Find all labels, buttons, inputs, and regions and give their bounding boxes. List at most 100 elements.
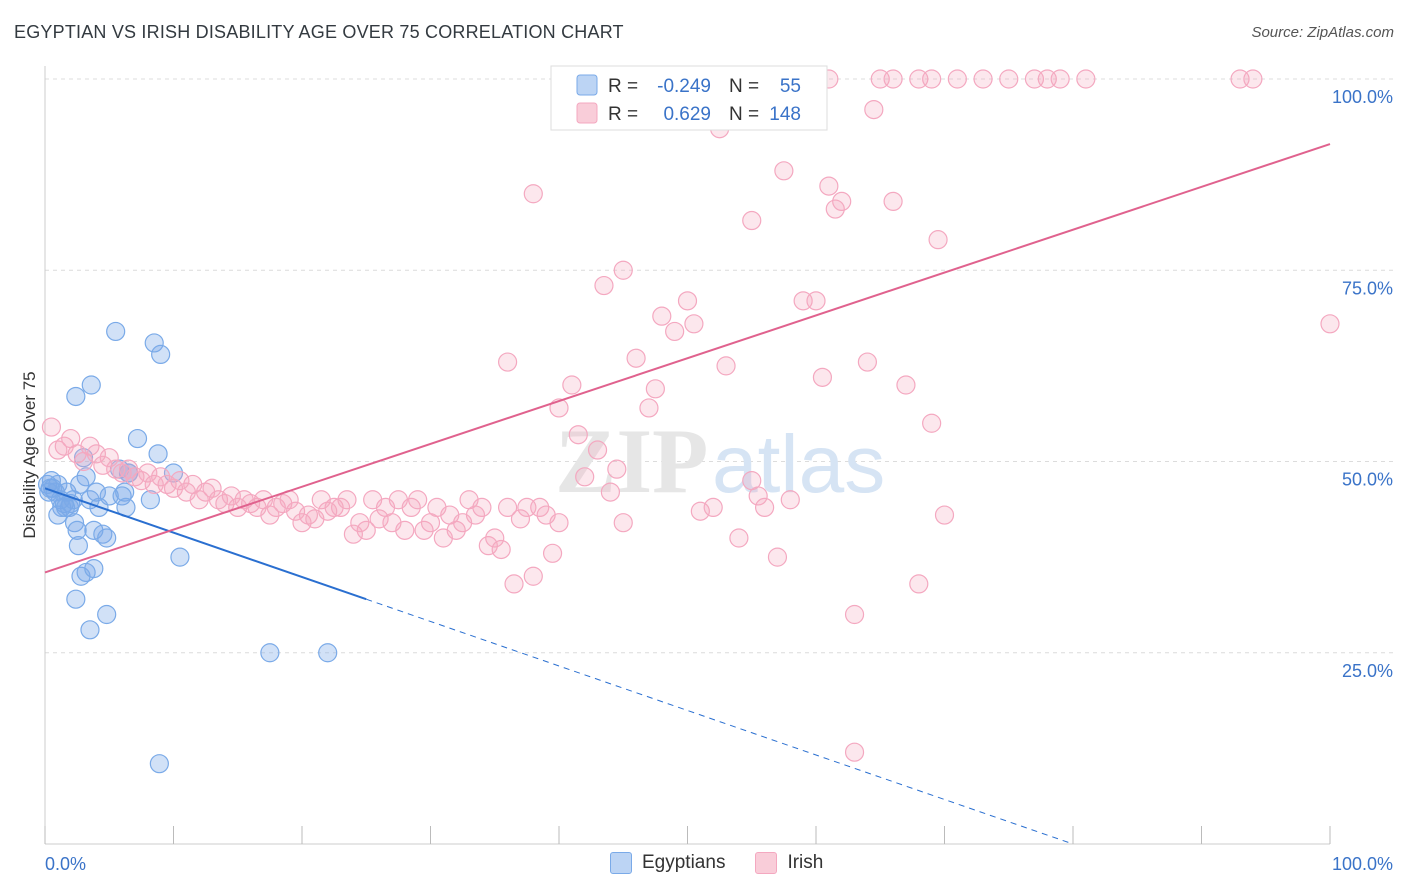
point-egyptians	[260, 643, 280, 663]
stats-r-label: R =	[608, 104, 638, 125]
point-irish	[806, 291, 826, 311]
point-irish	[498, 497, 518, 517]
stats-n-value: 148	[769, 104, 801, 125]
point-irish	[369, 509, 389, 529]
stats-n-label: N =	[729, 104, 759, 125]
legend-label-egyptians: Egyptians	[642, 852, 726, 873]
point-irish	[864, 99, 884, 120]
point-irish	[607, 459, 627, 479]
stats-r-value: 0.629	[663, 104, 711, 125]
point-irish	[189, 490, 209, 510]
point-irish	[922, 413, 942, 433]
point-irish	[909, 574, 929, 594]
point-irish	[780, 490, 800, 510]
point-egyptians	[86, 482, 107, 502]
stats-r-value: -0.249	[657, 76, 711, 97]
point-irish	[883, 69, 903, 89]
y-tick-label: 75.0%	[1342, 278, 1393, 298]
point-irish	[523, 566, 543, 586]
point-egyptians	[318, 643, 338, 663]
point-irish	[999, 69, 1019, 89]
point-irish	[138, 463, 158, 483]
point-irish	[131, 471, 151, 491]
point-irish	[690, 501, 710, 521]
stats-swatch-irish	[576, 102, 598, 124]
point-irish	[922, 69, 942, 89]
point-irish	[703, 497, 723, 517]
point-egyptians	[97, 604, 117, 625]
point-irish	[41, 417, 62, 437]
point-irish	[844, 742, 865, 762]
point-irish	[857, 352, 878, 372]
point-irish	[163, 478, 184, 498]
point-irish	[613, 260, 633, 280]
point-egyptians	[81, 375, 101, 395]
point-egyptians	[106, 321, 126, 342]
point-irish	[343, 524, 363, 544]
point-irish	[1050, 69, 1070, 89]
point-irish	[485, 528, 505, 548]
point-egyptians	[40, 478, 60, 498]
point-irish	[350, 513, 370, 533]
point-egyptians	[76, 467, 96, 487]
point-egyptians	[149, 754, 169, 774]
point-irish	[542, 543, 563, 563]
point-irish	[401, 497, 421, 517]
point-irish	[934, 505, 955, 525]
point-irish	[504, 574, 524, 594]
point-irish	[844, 604, 865, 625]
point-irish	[472, 497, 492, 517]
x-tick-label: 100.0%	[1332, 854, 1393, 874]
stats-n-label: N =	[729, 76, 759, 97]
point-irish	[408, 490, 428, 510]
point-irish	[260, 505, 280, 525]
trendline-egyptians-extension	[366, 598, 1074, 845]
point-irish	[754, 497, 775, 517]
point-irish	[151, 467, 171, 487]
point-irish	[594, 275, 614, 296]
point-irish	[465, 505, 486, 525]
point-irish	[562, 375, 582, 395]
point-irish	[742, 210, 762, 231]
y-tick-label: 50.0%	[1342, 470, 1393, 490]
point-irish	[832, 191, 852, 211]
point-egyptians	[151, 344, 171, 364]
point-irish	[118, 459, 139, 479]
point-irish	[1320, 314, 1340, 334]
point-egyptians	[170, 547, 190, 567]
point-irish	[395, 520, 415, 540]
point-irish	[973, 69, 993, 89]
point-irish	[285, 501, 306, 521]
point-irish	[587, 440, 608, 460]
point-irish	[478, 536, 498, 556]
point-egyptians	[80, 620, 100, 640]
stats-swatch-egyptians	[576, 74, 598, 96]
point-egyptians	[68, 536, 89, 556]
point-irish	[170, 471, 190, 491]
point-irish	[665, 321, 685, 342]
point-irish	[677, 291, 698, 311]
point-irish	[652, 306, 672, 326]
point-irish	[80, 436, 100, 456]
point-egyptians	[140, 490, 160, 510]
point-irish	[774, 161, 794, 181]
watermark-atlas: atlas	[712, 419, 885, 510]
point-irish	[928, 230, 948, 250]
point-irish	[93, 455, 113, 475]
point-irish	[99, 448, 119, 468]
y-tick-label: 25.0%	[1342, 661, 1393, 681]
point-irish	[549, 513, 569, 533]
point-egyptians	[148, 444, 168, 464]
point-egyptians	[93, 524, 113, 544]
point-irish	[819, 176, 839, 196]
point-irish	[414, 520, 434, 540]
point-irish	[568, 425, 588, 445]
point-irish	[883, 191, 903, 211]
point-irish	[202, 478, 222, 498]
point-irish	[767, 547, 788, 567]
point-irish	[1243, 69, 1263, 89]
watermark-zip: ZIP	[555, 410, 708, 512]
point-irish	[645, 379, 665, 399]
point-irish	[337, 490, 357, 510]
